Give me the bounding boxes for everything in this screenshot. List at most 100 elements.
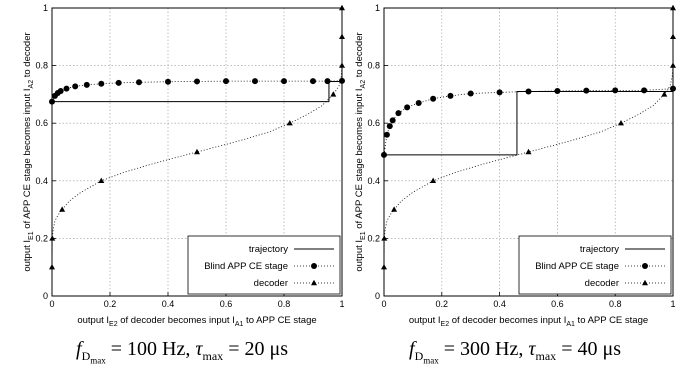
y-tick-label: 0.6 (35, 118, 48, 128)
caption-right: fDmax = 300 Hz, τmax = 40 μs (409, 338, 621, 366)
data-point-triangle (670, 33, 676, 39)
data-point-circle (554, 87, 561, 94)
legend-label: trajectory (580, 244, 619, 255)
legend-swatch-marker (311, 279, 317, 286)
data-point-circle (525, 88, 532, 95)
legend-label: decoder (254, 278, 288, 289)
series-dotted-circle (49, 77, 345, 105)
series-line (51, 80, 343, 102)
x-tick-label: 0.8 (278, 299, 291, 309)
data-point-triangle (525, 148, 532, 155)
legend-label: trajectory (249, 244, 288, 255)
data-point-circle (430, 95, 437, 102)
data-point-triangle (49, 235, 56, 241)
data-point-circle (612, 87, 619, 94)
data-point-triangle (339, 4, 345, 11)
data-point-triangle (286, 120, 293, 126)
x-axis-label: output IE2 of decoder becomes input IA1 … (409, 315, 648, 328)
data-point-circle (583, 87, 590, 94)
data-point-circle (641, 87, 648, 94)
series-dotted-circle (381, 85, 676, 158)
data-point-circle (252, 78, 258, 85)
y-tick-label: 1 (375, 3, 380, 13)
caption-left: fDmax = 100 Hz, τmax = 20 μs (76, 338, 288, 366)
x-tick-label: 0.6 (551, 299, 564, 309)
data-point-circle (383, 131, 390, 138)
data-point-circle (115, 79, 122, 86)
data-point-circle (165, 78, 171, 85)
data-point-circle (281, 78, 287, 85)
legend-label: Blind APP CE stage (535, 261, 619, 272)
data-point-triangle (661, 91, 668, 97)
data-point-triangle (391, 206, 398, 212)
data-point-circle (57, 87, 64, 94)
legend-swatch-marker (311, 263, 317, 269)
data-point-triangle (670, 4, 676, 11)
legend-label: Blind APP CE stage (204, 261, 288, 272)
data-point-circle (389, 117, 396, 124)
legend: trajectory Blind APP CE stage decoder (518, 235, 672, 295)
data-point-triangle (59, 206, 66, 212)
legend: trajectory Blind APP CE stage decoder (187, 235, 341, 295)
x-tick-label: 0 (49, 299, 54, 309)
data-point-triangle (339, 62, 345, 68)
data-point-triangle (430, 177, 437, 183)
y-tick-label: 0 (375, 291, 380, 301)
data-point-triangle (194, 148, 200, 155)
data-point-circle (83, 81, 90, 88)
x-tick-label: 0.4 (493, 299, 506, 309)
data-point-triangle (330, 91, 337, 97)
data-point-circle (223, 78, 229, 85)
y-tick-label: 0.4 (367, 176, 380, 186)
data-point-triangle (339, 33, 345, 39)
data-point-circle (496, 89, 503, 96)
data-point-circle (98, 80, 105, 87)
data-point-circle (386, 123, 393, 130)
legend-swatch-marker (642, 279, 648, 286)
series-line (51, 8, 343, 268)
data-point-circle (310, 78, 316, 85)
x-axis-label: output IE2 of decoder becomes input IA1 … (77, 315, 316, 328)
y-tick-label: 0 (43, 291, 48, 301)
x-tick-label: 0.2 (436, 299, 449, 309)
legend-swatch-marker (642, 263, 648, 269)
data-point-circle (49, 98, 55, 105)
data-point-circle (324, 78, 331, 85)
y-axis-label: output IE1 of APP CE stage becomes input… (22, 32, 35, 271)
chart-panel-1: 0 0.2 0.4 0.6 0.8 1 0 0.2 0.4 0.6 0.8 1 output IE2 o… (22, 3, 345, 328)
data-point-triangle (98, 177, 105, 183)
y-tick-label: 0.8 (35, 61, 48, 71)
chart-panel-2: 0 0.2 0.4 0.6 0.8 1 0 0.2 0.4 0.6 0.8 1 output IE2 o… (354, 3, 676, 328)
x-tick-label: 0.6 (220, 299, 233, 309)
y-axis-label: output IE1 of APP CE stage becomes input… (354, 32, 367, 271)
data-point-circle (467, 90, 474, 97)
series-dotted-triangle (49, 4, 345, 270)
y-tick-label: 0.6 (367, 118, 380, 128)
x-tick-label: 1 (339, 299, 344, 309)
data-point-circle (194, 78, 200, 85)
data-point-circle (415, 100, 422, 107)
data-point-triangle (49, 264, 55, 270)
series-line (383, 88, 674, 155)
data-point-circle (404, 104, 411, 111)
series-line (383, 8, 674, 268)
data-point-triangle (381, 235, 388, 241)
data-point-circle (381, 151, 387, 158)
x-tick-label: 0.2 (104, 299, 117, 309)
x-tick-label: 1 (670, 299, 675, 309)
data-point-circle (670, 85, 676, 92)
x-tick-label: 0.8 (609, 299, 622, 309)
y-tick-label: 0.8 (367, 61, 380, 71)
data-point-circle (63, 85, 70, 92)
data-point-circle (72, 83, 79, 90)
y-tick-label: 0.2 (367, 233, 380, 243)
y-tick-label: 1 (43, 3, 48, 13)
data-point-triangle (381, 264, 387, 270)
y-tick-label: 0.4 (35, 176, 48, 186)
data-point-triangle (617, 120, 624, 126)
legend-label: decoder (585, 278, 619, 289)
x-tick-label: 0.4 (162, 299, 175, 309)
data-point-circle (447, 92, 454, 99)
data-point-circle (395, 110, 402, 117)
